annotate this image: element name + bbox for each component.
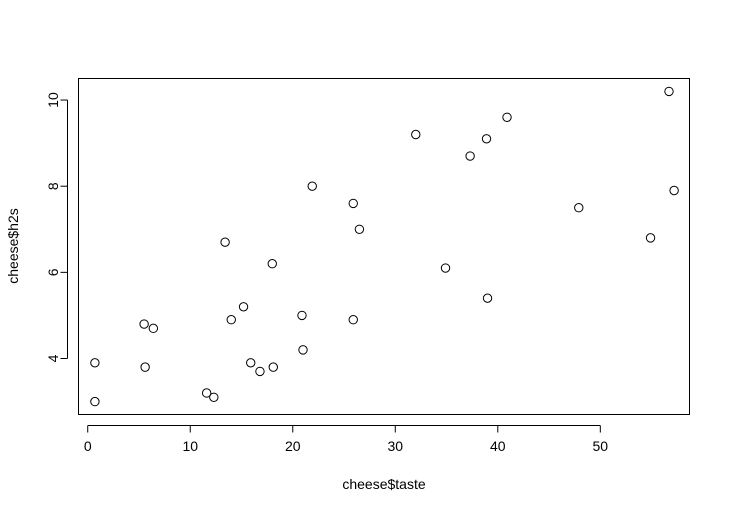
data-point [440,263,451,273]
data-points [90,86,679,407]
x-tick-label: 20 [285,438,301,454]
data-point [645,233,656,243]
data-point [209,392,219,402]
data-point [220,237,230,247]
data-point [664,86,674,97]
data-point [298,345,308,355]
data-point [139,319,149,329]
y-tick-label: 10 [45,92,61,108]
data-point [201,388,212,398]
data-point [297,310,307,321]
data-point [238,302,249,312]
data-point [267,259,277,269]
y-tick-label: 6 [45,268,61,276]
data-point [411,129,421,140]
data-point [90,396,100,407]
data-point [465,151,475,161]
data-point [669,185,679,196]
data-point [574,203,584,213]
x-axis: 0 10 20 30 40 50 [84,425,609,454]
data-point [481,134,492,144]
plot-area-frame [78,78,690,415]
data-point [482,293,493,303]
data-point [354,224,365,234]
x-tick-label: 30 [387,438,403,454]
x-tick-label: 50 [593,438,609,454]
data-point [90,358,100,368]
data-point [148,323,159,334]
data-point [268,362,278,372]
x-tick-label: 0 [84,438,92,454]
data-point [348,198,358,209]
y-tick-label: 4 [45,354,61,362]
x-tick-label: 40 [490,438,506,454]
data-point [226,315,236,325]
data-point [502,112,512,122]
y-tick-label: 8 [45,182,61,190]
x-axis-label: cheese$taste [342,476,425,492]
data-point [246,358,256,368]
data-point [348,315,358,325]
data-point [140,362,150,372]
data-point [307,181,317,191]
y-axis: 4 6 8 10 [45,92,68,362]
data-point [255,366,265,377]
x-tick-label: 10 [182,438,198,454]
y-axis-label: cheese$h2s [5,208,21,284]
